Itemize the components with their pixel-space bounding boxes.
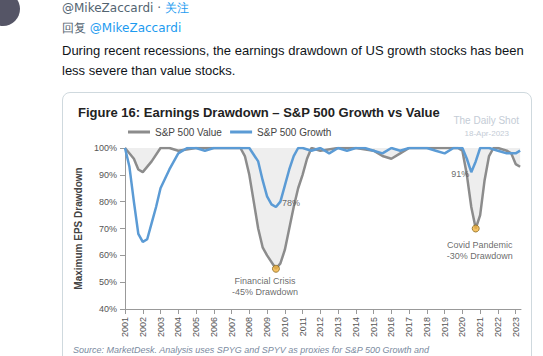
svg-text:2021: 2021 [475,317,485,337]
svg-text:2016: 2016 [386,317,396,337]
svg-text:80%: 80% [99,197,117,207]
svg-text:2013: 2013 [333,317,343,337]
svg-text:91%: 91% [451,169,469,179]
svg-text:2014: 2014 [351,317,361,337]
svg-text:2011: 2011 [298,317,308,336]
svg-text:2017: 2017 [404,317,414,337]
svg-text:50%: 50% [99,277,117,287]
svg-text:18-Apr-2023: 18-Apr-2023 [465,129,510,138]
svg-text:-30% Drawdown: -30% Drawdown [447,251,513,261]
html-text:回复 @MikeZaccardi: 回复 @MikeZaccardi [62,21,182,35]
svg-text:2010: 2010 [280,317,290,337]
svg-text:-45% Drawdown: -45% Drawdown [232,287,298,297]
svg-text:2012: 2012 [315,317,325,337]
svg-text:78%: 78% [282,198,300,208]
svg-text:2020: 2020 [457,317,467,337]
svg-text:The Daily Shot: The Daily Shot [453,115,519,126]
svg-text:2007: 2007 [227,317,237,337]
svg-text:2001: 2001 [120,317,130,337]
svg-text:S&P 500 Growth: S&P 500 Growth [257,127,331,138]
svg-text:Figure 16: Earnings Drawdown –: Figure 16: Earnings Drawdown – S&P 500 G… [78,105,440,120]
svg-text:40%: 40% [99,304,117,314]
svg-text:Maximum EPS Drawdown: Maximum EPS Drawdown [73,167,84,289]
svg-text:2003: 2003 [156,317,166,337]
svg-text:Financial Crisis: Financial Crisis [234,276,296,286]
svg-text:Covid Pandemic: Covid Pandemic [447,240,513,250]
svg-text:70%: 70% [99,224,117,234]
html-text:Source: MarketDesk. Analysis u: Source: MarketDesk. Analysis uses SPYG a… [73,345,429,355]
svg-text:60%: 60% [99,250,117,260]
svg-text:100%: 100% [94,143,117,153]
html-text:@MikeZaccardi · 关注: @MikeZaccardi · 关注 [62,1,189,15]
svg-text:2015: 2015 [369,317,379,337]
svg-text:S&P 500 Value: S&P 500 Value [155,127,222,138]
svg-text:2018: 2018 [422,317,432,337]
svg-text:2004: 2004 [173,317,183,337]
svg-text:2009: 2009 [262,317,272,337]
svg-text:2023: 2023 [511,317,521,337]
svg-text:2006: 2006 [209,317,219,337]
svg-text:2022: 2022 [493,317,503,337]
html-text:During recent recessions, the: During recent recessions, the earnings d… [62,43,524,78]
svg-text:2008: 2008 [244,317,254,337]
svg-text:2002: 2002 [138,317,148,337]
svg-text:90%: 90% [99,170,117,180]
svg-text:2005: 2005 [191,317,201,337]
svg-text:2019: 2019 [440,317,450,337]
